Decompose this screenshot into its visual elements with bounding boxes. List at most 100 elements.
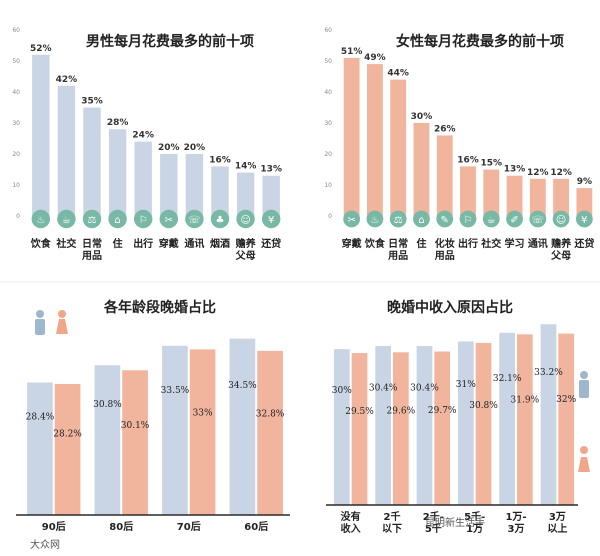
income-male-value-label: 33.2% bbox=[534, 368, 563, 378]
male-value-label: 24% bbox=[132, 131, 154, 141]
food-icon-glyph: ♨ bbox=[36, 215, 45, 226]
income-male-value-label: 31% bbox=[456, 380, 476, 390]
income-category-label: 1万- bbox=[505, 511, 526, 523]
age-male-bar bbox=[229, 338, 256, 515]
phone-icon-glyph: ☏ bbox=[532, 215, 545, 226]
income-female-value-label: 29.6% bbox=[387, 406, 416, 416]
daily-goods-icon bbox=[82, 209, 102, 229]
loan-icon bbox=[575, 210, 593, 228]
income-female-bar bbox=[434, 351, 451, 505]
female-value-label: 44% bbox=[387, 69, 409, 79]
age-female-bar bbox=[257, 350, 283, 515]
income-female-bar bbox=[517, 334, 533, 505]
male-category-label: 出行 bbox=[133, 237, 153, 250]
phone-icon bbox=[185, 209, 204, 229]
daily-goods-icon bbox=[389, 210, 407, 228]
female-bar bbox=[529, 178, 546, 216]
male-value-label: 28% bbox=[107, 118, 129, 128]
makeup-icon-glyph: ✎ bbox=[441, 215, 449, 226]
income-chart-title: 晚婚中收入原因占比 bbox=[387, 299, 513, 316]
income-category-label: 1万 bbox=[466, 523, 483, 535]
male-category-label: 社交 bbox=[55, 237, 76, 250]
income-category-label: 5千 bbox=[425, 522, 442, 535]
age-female-value-label: 28.2% bbox=[53, 429, 82, 439]
income-category-label: 5千- bbox=[464, 510, 485, 523]
phone-icon bbox=[529, 210, 547, 228]
female-category-label: 学习 bbox=[505, 237, 525, 250]
male-category-label: 烟酒 bbox=[210, 237, 230, 250]
female-value-label: 16% bbox=[457, 155, 479, 165]
female-bar bbox=[436, 135, 453, 216]
female-category-label: 穿戴 bbox=[342, 237, 362, 250]
male-category-label: 赡养 bbox=[235, 237, 257, 250]
female-category-label: 还贷 bbox=[573, 237, 594, 250]
age-male-value-label: 33.5% bbox=[161, 386, 190, 396]
income-female-value-label: 29.5% bbox=[345, 407, 374, 417]
transport-icon-glyph: ⚐ bbox=[464, 215, 473, 226]
income-category-label: 2千- bbox=[423, 510, 444, 523]
daily-goods-icon-glyph: ⚖ bbox=[394, 215, 403, 226]
income-male-value-label: 30.4% bbox=[369, 384, 398, 394]
home-icon bbox=[108, 209, 127, 229]
food-icon-glyph: ♨ bbox=[370, 215, 379, 226]
income-category-label: 3万 bbox=[549, 511, 566, 523]
income-category-label: 2千 bbox=[384, 510, 401, 523]
female-category-label: 化妆 bbox=[435, 237, 455, 250]
female-chart-title: 女性每月花费最多的前十项 bbox=[396, 33, 564, 50]
parents-icon-glyph: ☺ bbox=[240, 215, 250, 226]
male-bar bbox=[185, 154, 204, 216]
income-female-bar bbox=[351, 353, 368, 505]
male-bar bbox=[211, 166, 229, 216]
male-value-label: 35% bbox=[81, 97, 103, 107]
watermark-right: 昆明新生活手 bbox=[425, 516, 485, 529]
loan-icon bbox=[261, 209, 281, 229]
phone-icon-glyph: ☏ bbox=[188, 215, 201, 226]
parents-icon bbox=[552, 210, 570, 228]
social-icon bbox=[482, 210, 500, 228]
income-category-label: 以上 bbox=[547, 522, 567, 535]
female-category-label: 住 bbox=[416, 237, 426, 250]
tobacco-icon-glyph: ♣ bbox=[216, 215, 225, 226]
income-category-label: 3万 bbox=[508, 523, 525, 535]
male-ytick: 20 bbox=[12, 151, 20, 158]
female-bar bbox=[390, 79, 407, 216]
age-category-label: 60后 bbox=[244, 520, 268, 533]
female-bar bbox=[506, 175, 523, 216]
female-value-label: 26% bbox=[434, 124, 456, 134]
loan-icon-glyph: ¥ bbox=[268, 215, 274, 226]
female-category-label: 出行 bbox=[458, 237, 478, 250]
female-ytick: 60 bbox=[324, 27, 332, 34]
age-category-label: 70后 bbox=[177, 520, 201, 533]
male-bar bbox=[32, 54, 50, 216]
social-icon-glyph: ☕ bbox=[62, 215, 71, 226]
male-category-label: 还贷 bbox=[260, 237, 281, 250]
female-value-label: 9% bbox=[577, 177, 592, 187]
male-bar bbox=[236, 172, 255, 216]
home-icon bbox=[413, 210, 430, 228]
male-person-icon bbox=[35, 310, 45, 335]
clothing-icon-glyph: ✂ bbox=[165, 215, 173, 226]
female-category-label: 父母 bbox=[550, 250, 571, 262]
income-male-value-label: 30% bbox=[332, 386, 352, 396]
age-female-bar bbox=[189, 349, 216, 515]
male-value-label: 52% bbox=[30, 44, 52, 54]
male-category-label: 穿戴 bbox=[159, 237, 179, 250]
income-male-bar bbox=[333, 349, 350, 505]
age-female-bar bbox=[122, 370, 148, 515]
income-male-value-label: 30.4% bbox=[410, 384, 439, 394]
female-ytick: 0 bbox=[328, 213, 332, 220]
male-value-label: 13% bbox=[260, 165, 282, 175]
income-female-bar bbox=[393, 352, 409, 505]
male-category-label: 日常 bbox=[82, 237, 102, 250]
female-bar bbox=[413, 123, 430, 216]
female-ytick: 20 bbox=[324, 151, 332, 158]
study-icon bbox=[506, 210, 523, 228]
male-ytick: 50 bbox=[12, 58, 20, 65]
income-male-bar bbox=[499, 332, 515, 505]
male-value-label: 20% bbox=[158, 143, 180, 153]
male-bar bbox=[160, 154, 178, 216]
female-category-label: 社交 bbox=[480, 237, 501, 250]
female-person-icon bbox=[56, 310, 68, 334]
female-category-label: 赡养 bbox=[550, 237, 572, 250]
female-value-label: 15% bbox=[480, 159, 502, 169]
